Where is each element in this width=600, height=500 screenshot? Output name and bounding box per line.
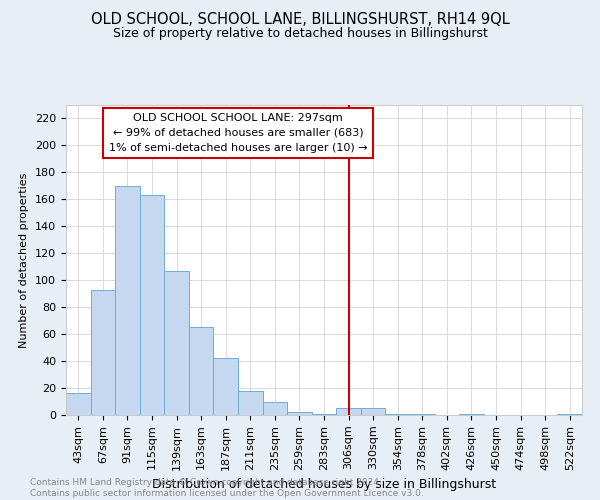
Y-axis label: Number of detached properties: Number of detached properties	[19, 172, 29, 348]
Bar	[140, 196, 164, 415]
Bar	[336, 408, 361, 415]
Bar	[312, 414, 336, 415]
Bar	[263, 402, 287, 415]
Bar	[164, 271, 189, 415]
Bar	[91, 290, 115, 415]
Bar	[66, 394, 91, 415]
Text: OLD SCHOOL SCHOOL LANE: 297sqm
← 99% of detached houses are smaller (683)
1% of : OLD SCHOOL SCHOOL LANE: 297sqm ← 99% of …	[109, 113, 367, 152]
Text: Size of property relative to detached houses in Billingshurst: Size of property relative to detached ho…	[113, 28, 487, 40]
Bar	[238, 390, 263, 415]
Text: OLD SCHOOL, SCHOOL LANE, BILLINGSHURST, RH14 9QL: OLD SCHOOL, SCHOOL LANE, BILLINGSHURST, …	[91, 12, 509, 28]
Bar	[385, 414, 410, 415]
Bar	[115, 186, 140, 415]
Text: Contains HM Land Registry data © Crown copyright and database right 2024.
Contai: Contains HM Land Registry data © Crown c…	[30, 478, 424, 498]
Bar	[557, 414, 582, 415]
Bar	[459, 414, 484, 415]
X-axis label: Distribution of detached houses by size in Billingshurst: Distribution of detached houses by size …	[152, 478, 496, 491]
Bar	[361, 408, 385, 415]
Bar	[287, 412, 312, 415]
Bar	[410, 414, 434, 415]
Bar	[189, 328, 214, 415]
Bar	[214, 358, 238, 415]
